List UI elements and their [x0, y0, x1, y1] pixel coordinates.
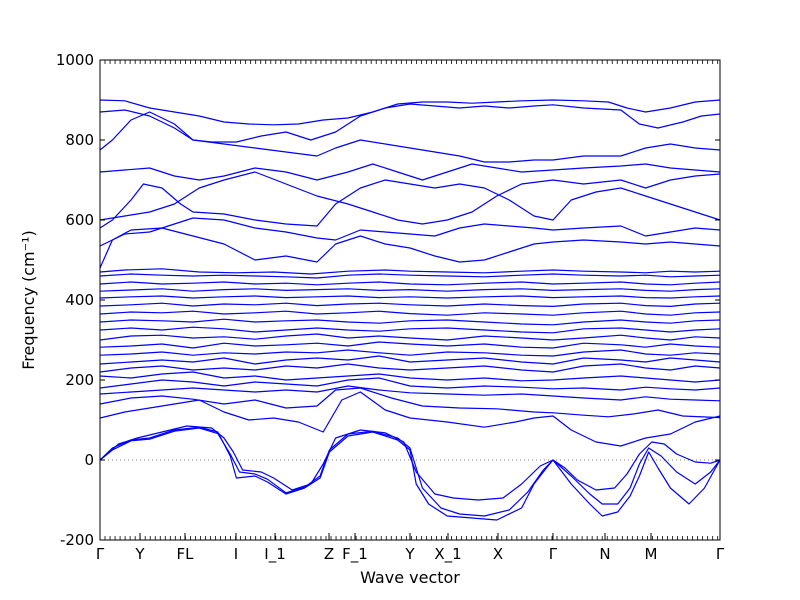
band-line-16: [99, 310, 721, 316]
x-tick-label: Y: [404, 545, 415, 563]
band-line-19: [99, 288, 721, 292]
band-line-17: [99, 302, 721, 307]
x-tick-label: I_1: [264, 545, 285, 564]
band-line-24: [99, 217, 721, 247]
x-tick-label: I: [234, 545, 238, 563]
x-tick-label: Γ: [549, 545, 558, 563]
y-tick-label: 600: [65, 211, 94, 229]
band-line-14: [99, 326, 721, 334]
x-ticks: Γ Y FL I I_1 Z F_1 Y X_1 X Γ N M Γ: [96, 60, 725, 564]
x-tick-label: X_1: [434, 545, 461, 564]
y-ticks: -200 0 200 400 600 800 1000: [56, 51, 720, 549]
band-line-3: [99, 425, 721, 501]
band-line-2: [99, 427, 721, 517]
band-line-29: [99, 103, 721, 143]
band-line-21: [99, 273, 721, 279]
band-line-18: [99, 295, 721, 299]
y-tick-label: -200: [60, 531, 94, 549]
band-line-6: [99, 385, 721, 402]
y-tick-label: 0: [84, 451, 94, 469]
band-lines: [99, 99, 721, 521]
band-line-15: [99, 318, 721, 326]
x-tick-label: F_1: [342, 545, 368, 564]
band-line-25: [99, 179, 721, 229]
x-tick-label: M: [645, 545, 658, 563]
x-tick-label: Γ: [96, 545, 105, 563]
band-line-22: [99, 268, 721, 275]
x-tick-label: N: [599, 545, 610, 563]
band-line-10: [99, 355, 721, 365]
x-tick-label: FL: [177, 545, 195, 563]
y-tick-label: 800: [65, 131, 94, 149]
x-tick-label: X: [493, 545, 503, 563]
x-axis-title: Wave vector: [360, 568, 460, 587]
band-line-23: [99, 227, 721, 269]
band-line-26: [99, 171, 721, 225]
band-line-11: [99, 349, 721, 357]
band-line-7: [99, 377, 721, 391]
y-tick-label: 400: [65, 291, 94, 309]
band-line-28: [99, 111, 721, 163]
band-line-8: [99, 371, 721, 383]
x-tick-label: Y: [134, 545, 145, 563]
band-line-9: [99, 363, 721, 373]
band-line-5: [99, 387, 721, 419]
band-line-13: [99, 333, 721, 341]
y-axis-title: Frequency (cm⁻¹): [19, 230, 38, 369]
band-line-12: [99, 341, 721, 349]
band-line-20: [99, 281, 721, 286]
y-tick-label: 200: [65, 371, 94, 389]
band-line-4: [99, 391, 721, 447]
x-tick-label: Z: [324, 545, 334, 563]
y-tick-label: 1000: [56, 51, 94, 69]
x-tick-label: Γ: [716, 545, 725, 563]
band-line-30: [99, 99, 721, 126]
band-line-27: [99, 163, 721, 181]
